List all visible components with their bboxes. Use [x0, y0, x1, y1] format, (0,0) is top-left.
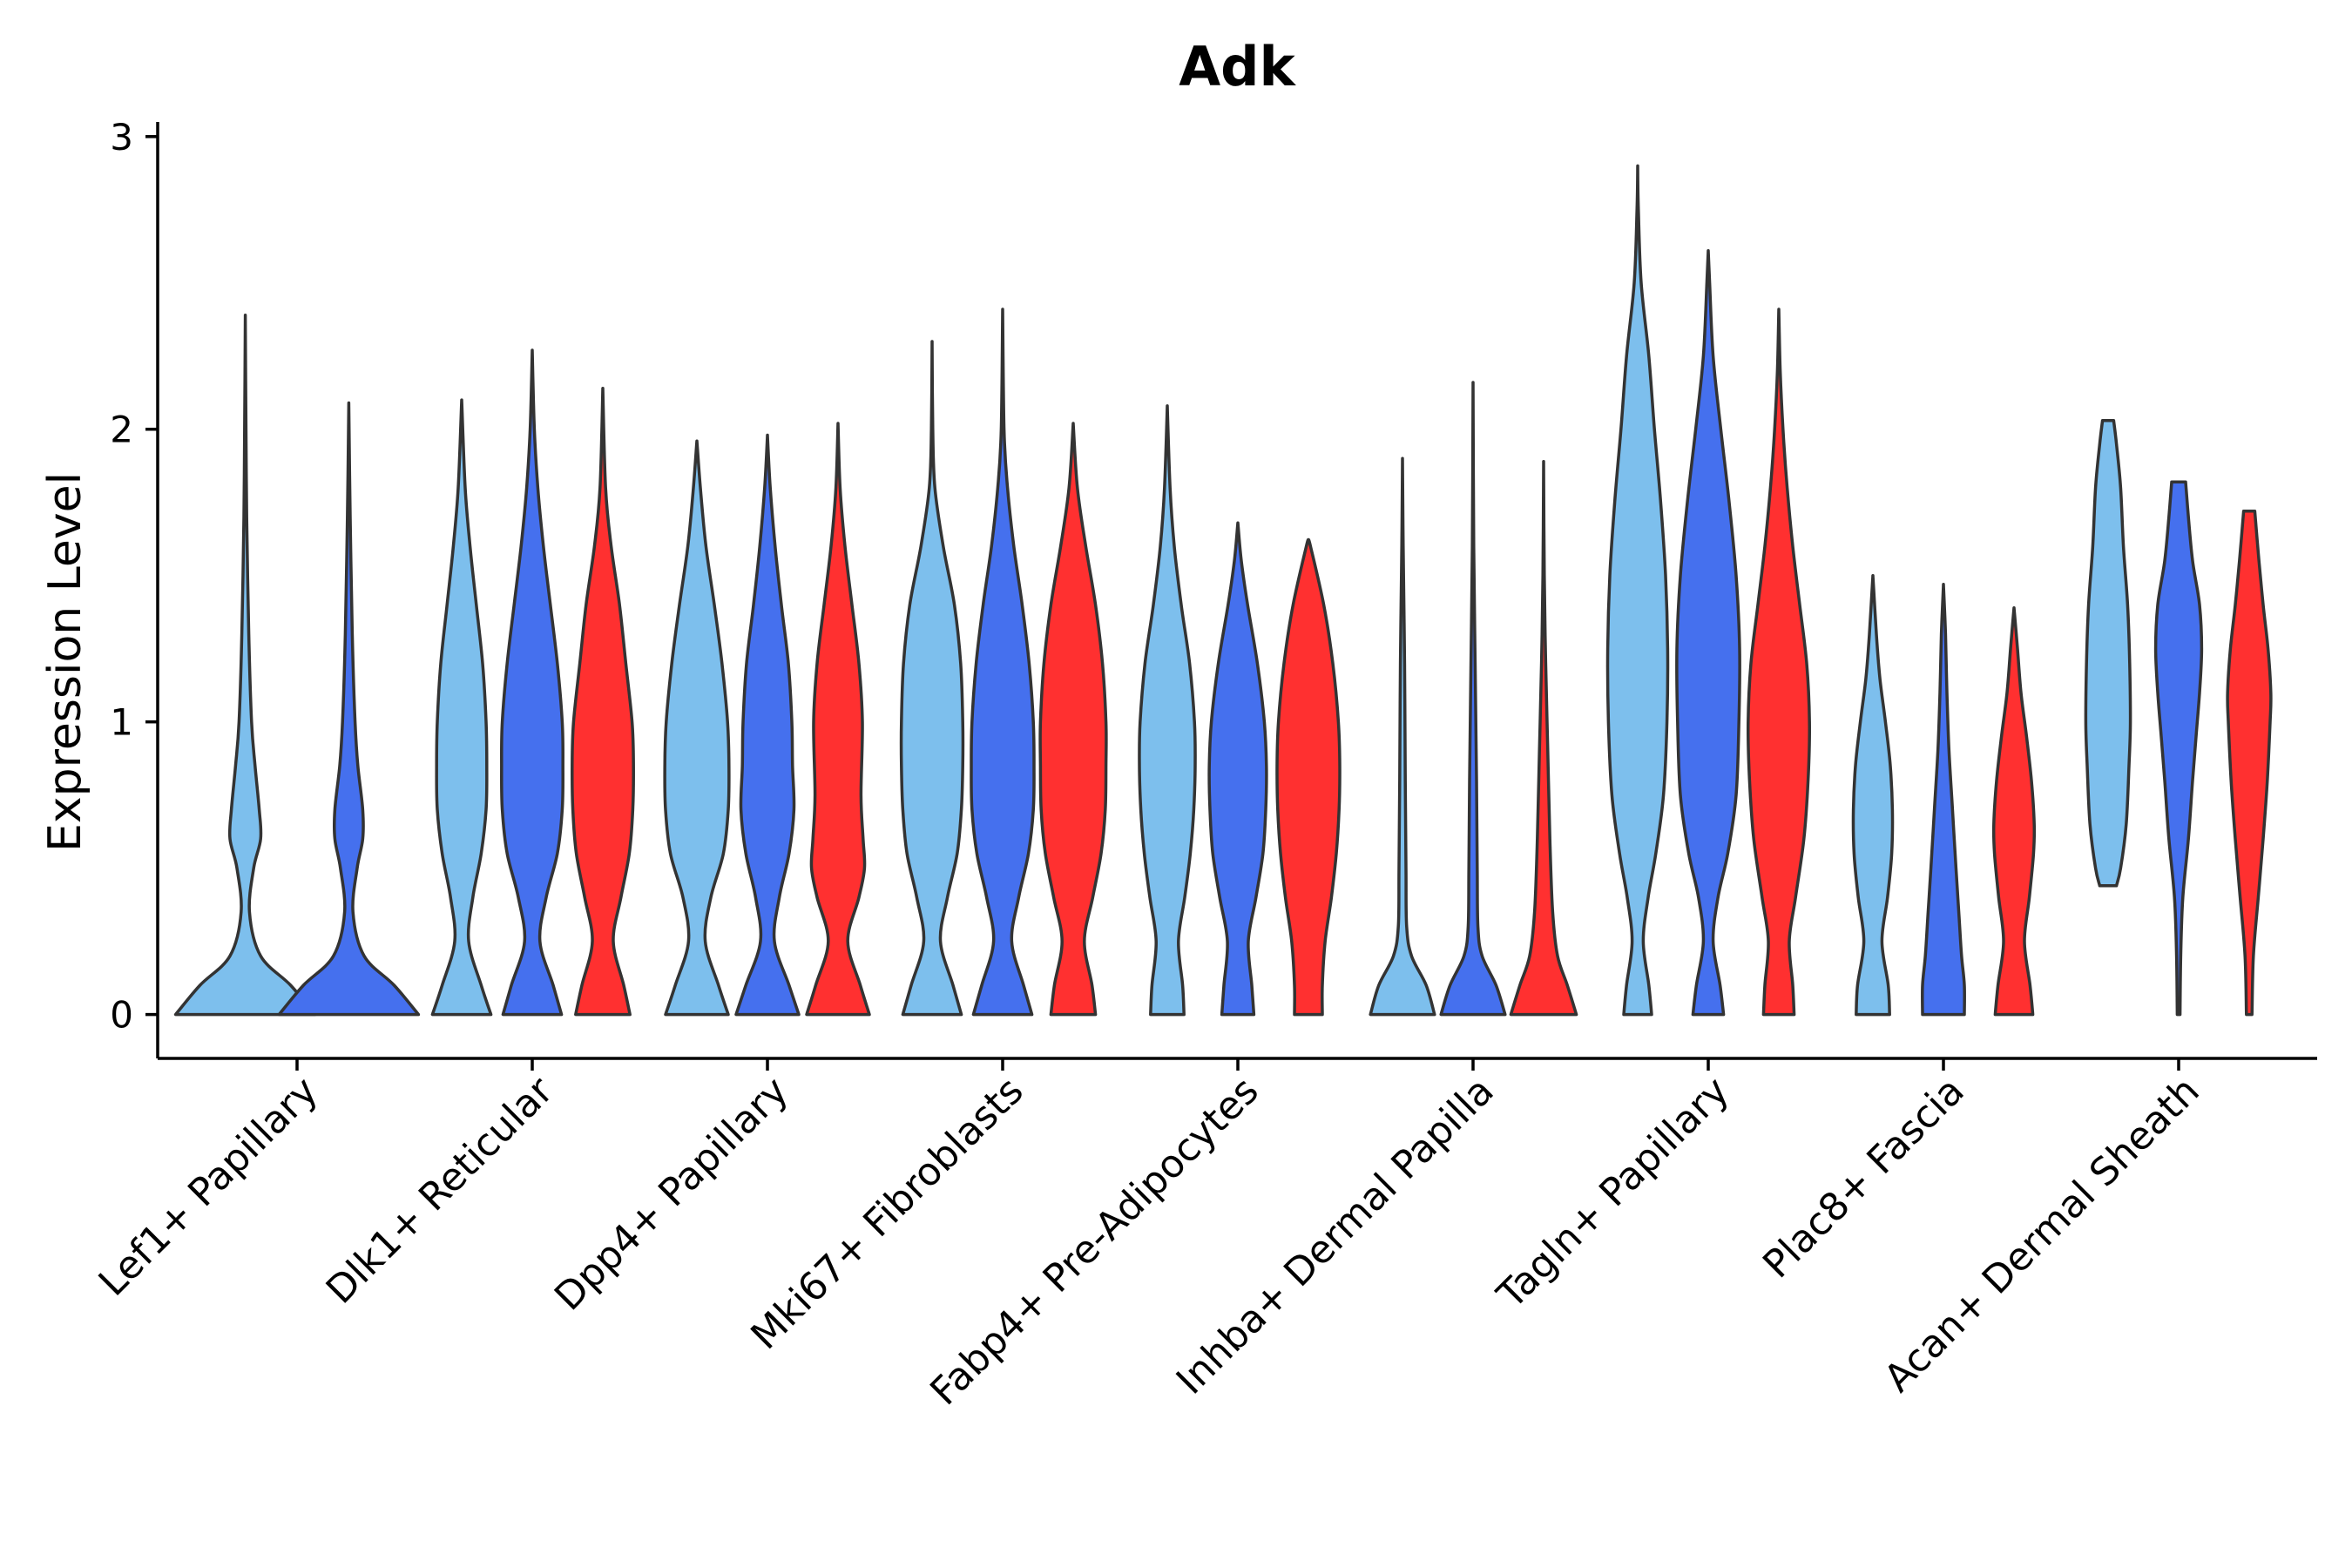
violin-fabp4-pre-adipocytes-2	[1207, 521, 1268, 1017]
violin-dpp4-papillary-1	[663, 439, 731, 1017]
x-tick-label-dpp4-papillary: Dpp4+ Papillary	[546, 1069, 797, 1320]
x-tick-label-dlk1-reticular: Dlk1+ Reticular	[318, 1068, 563, 1313]
violin-acan-dermal-sheath-1	[2084, 418, 2132, 888]
violin-plac8-fascia-1	[1851, 573, 1895, 1017]
violin-lef1-papillary-2	[277, 401, 421, 1017]
violin-plac8-fascia-2	[1921, 583, 1966, 1017]
y-tick-label: 3	[110, 116, 133, 159]
violin-mki67-fibroblasts-1	[899, 340, 965, 1017]
violin-tagln-papillary-3	[1746, 308, 1812, 1017]
violin-dpp4-papillary-2	[734, 433, 801, 1017]
violin-dlk1-reticular-1	[430, 398, 493, 1017]
violin-dlk1-reticular-2	[500, 348, 564, 1017]
violin-inhba-dermal-papilla-2	[1439, 381, 1507, 1017]
violin-lef1-papillary-1	[173, 313, 317, 1017]
violin-tagln-papillary-1	[1605, 164, 1670, 1017]
y-axis-label: Expression Level	[39, 472, 91, 852]
violin-dpp4-papillary-3	[805, 422, 871, 1017]
y-tick-label: 0	[110, 994, 133, 1037]
violin-dlk1-reticular-3	[571, 386, 635, 1017]
x-tick-label-plac8-fascia: Plac8+ Fascia	[1754, 1069, 1973, 1288]
violin-fabp4-pre-adipocytes-3	[1275, 537, 1342, 1017]
violin-inhba-dermal-papilla-1	[1369, 456, 1436, 1017]
violin-layer	[173, 164, 2273, 1017]
violin-inhba-dermal-papilla-3	[1509, 459, 1578, 1017]
violin-mki67-fibroblasts-3	[1038, 422, 1108, 1017]
violin-acan-dermal-sheath-3	[2226, 510, 2273, 1017]
violin-tagln-papillary-2	[1675, 249, 1741, 1017]
violin-fabp4-pre-adipocytes-1	[1138, 404, 1197, 1017]
violin-plac8-fascia-3	[1991, 605, 2037, 1017]
x-tick-label-lef1-papillary: Lef1+ Papillary	[91, 1069, 327, 1305]
x-tick-label-tagln-papillary: Tagln+ Papillary	[1489, 1069, 1738, 1318]
violin-mki67-fibroblasts-2	[970, 308, 1036, 1017]
y-tick-label: 2	[110, 409, 133, 451]
violin-acan-dermal-sheath-2	[2153, 480, 2204, 1017]
y-tick-label: 1	[110, 701, 133, 744]
chart-title: Adk	[1179, 35, 1296, 98]
